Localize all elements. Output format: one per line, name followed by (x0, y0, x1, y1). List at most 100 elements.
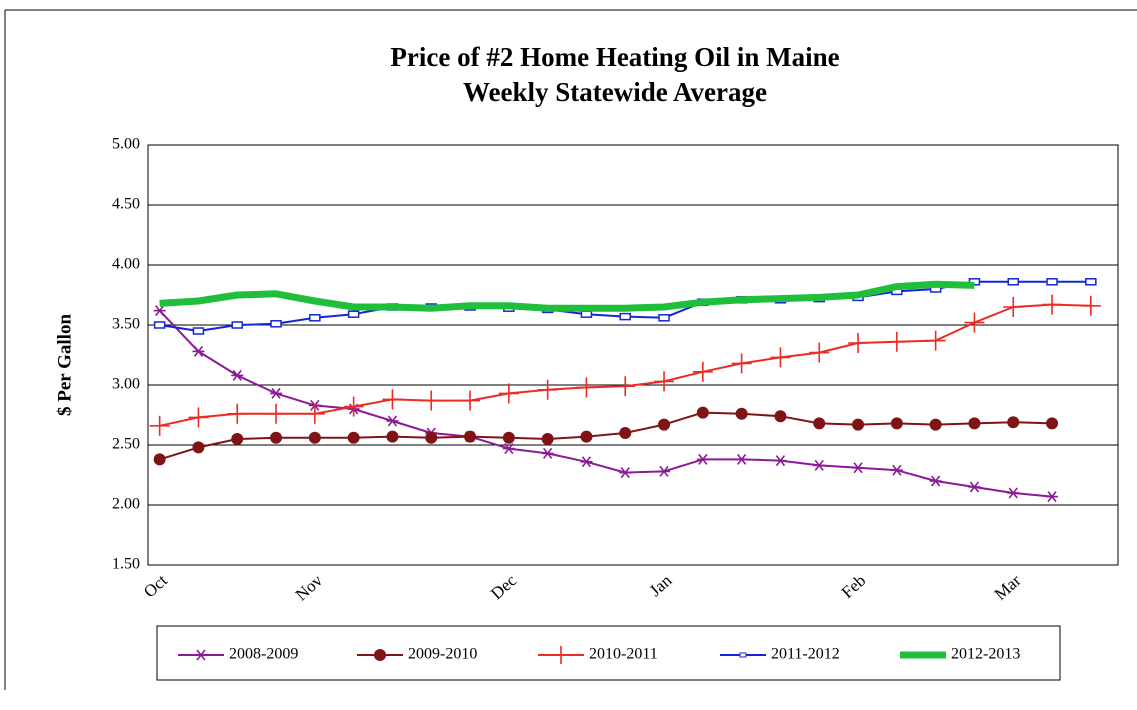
legend-entry: 2009-2010 (357, 646, 477, 663)
marker-square (349, 311, 359, 317)
data-point (1046, 417, 1058, 429)
data-point (615, 376, 635, 396)
data-point (193, 328, 203, 334)
data-point (270, 388, 282, 398)
data-point (155, 322, 165, 328)
y-tick-label: 2.50 (112, 436, 140, 453)
marker-dot (464, 431, 476, 443)
data-point (1007, 488, 1019, 498)
legend-label: 2012-2013 (951, 646, 1020, 663)
marker-square (740, 653, 746, 657)
data-point (1042, 295, 1062, 315)
marker-square (271, 321, 281, 327)
data-point (848, 333, 868, 353)
legend-label: 2010-2011 (589, 646, 658, 663)
data-point (386, 416, 398, 426)
data-point (1086, 279, 1096, 285)
data-point (386, 431, 398, 443)
x-tick-label: Dec (487, 570, 520, 603)
data-point (231, 433, 243, 445)
data-point (732, 353, 752, 373)
legend-label: 2008-2009 (229, 646, 298, 663)
series-line (160, 311, 1052, 497)
marker-square (1086, 279, 1096, 285)
data-point (1047, 279, 1057, 285)
data-point (852, 419, 864, 431)
marker-square (232, 322, 242, 328)
data-point (658, 419, 670, 431)
marker-dot (231, 433, 243, 445)
data-point (421, 391, 441, 411)
x-tick-label: Jan (646, 570, 676, 600)
y-tick-label: 4.50 (112, 196, 140, 213)
y-tick-label: 5.00 (112, 136, 140, 153)
data-point (1008, 279, 1018, 285)
data-point (659, 315, 669, 321)
series-line (160, 305, 1091, 426)
data-point (270, 432, 282, 444)
marker-square (1047, 279, 1057, 285)
data-point (697, 407, 709, 419)
marker-dot (270, 432, 282, 444)
series-line (160, 413, 1052, 460)
data-point (736, 408, 748, 420)
marker-dot (154, 453, 166, 465)
chart-subtitle: Weekly Statewide Average (463, 77, 767, 107)
plot-frame (148, 145, 1118, 565)
marker-dot (1046, 417, 1058, 429)
data-point (188, 407, 208, 427)
series-line (160, 284, 975, 308)
data-point (581, 311, 591, 317)
y-tick-label: 3.00 (112, 376, 140, 393)
marker-square (193, 328, 203, 334)
legend-label: 2011-2012 (771, 646, 840, 663)
x-tick-label: Feb (838, 571, 870, 602)
data-point (813, 417, 825, 429)
legend-entry: 2008-2009 (178, 646, 298, 663)
y-axis-label: $ Per Gallon (54, 314, 75, 416)
marker-square (155, 322, 165, 328)
data-point (580, 457, 592, 467)
marker-dot (425, 432, 437, 444)
marker-dot (619, 427, 631, 439)
y-tick-label: 2.00 (112, 496, 140, 513)
data-point (770, 347, 790, 367)
marker-dot (891, 417, 903, 429)
data-point (930, 476, 942, 486)
marker-square (1008, 279, 1018, 285)
data-point (576, 377, 596, 397)
marker-dot (374, 649, 386, 661)
data-point (344, 397, 364, 417)
legend-entry: 2011-2012 (720, 646, 840, 663)
data-point (538, 380, 558, 400)
legend-marker (552, 646, 570, 664)
data-point (930, 419, 942, 431)
data-point (460, 391, 480, 411)
data-point (266, 404, 286, 424)
data-point (697, 454, 709, 464)
marker-dot (774, 410, 786, 422)
data-point (658, 466, 670, 476)
data-point (309, 432, 321, 444)
legend-entry: 2010-2011 (538, 646, 658, 664)
data-point (887, 332, 907, 352)
data-point (542, 448, 554, 458)
data-point (154, 453, 166, 465)
marker-dot (348, 432, 360, 444)
legend-marker (195, 650, 207, 660)
marker-dot (542, 433, 554, 445)
legend-marker (374, 649, 386, 661)
data-point (1046, 492, 1058, 502)
marker-dot (930, 419, 942, 431)
marker-square (620, 314, 630, 320)
data-point (349, 311, 359, 317)
data-point (271, 321, 281, 327)
marker-dot (736, 408, 748, 420)
marker-dot (1007, 416, 1019, 428)
marker-dot (968, 417, 980, 429)
chart-title: Price of #2 Home Heating Oil in Maine (390, 42, 839, 72)
y-tick-label: 3.50 (112, 316, 140, 333)
data-point (464, 431, 476, 443)
